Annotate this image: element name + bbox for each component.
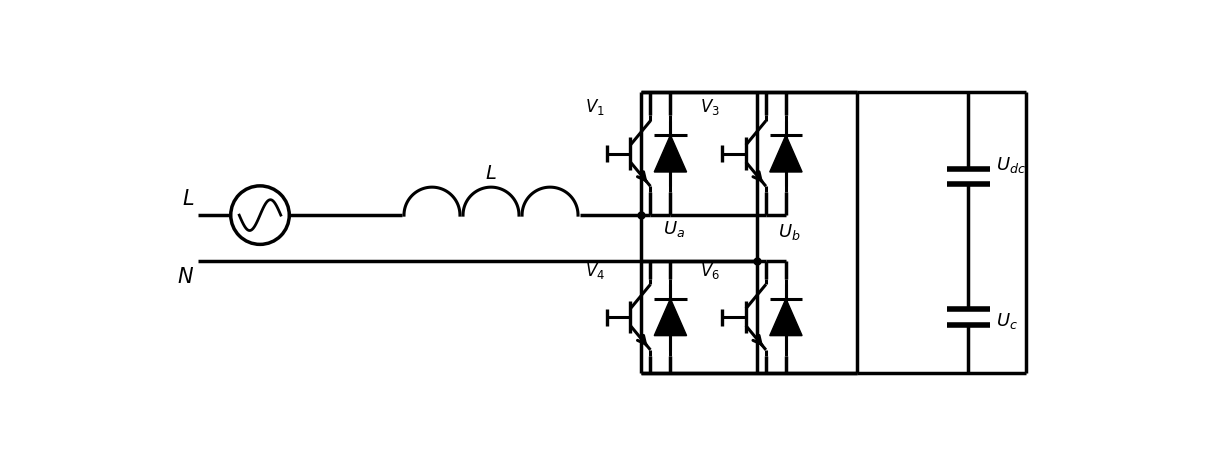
Polygon shape [770, 299, 802, 336]
Polygon shape [655, 299, 687, 336]
Text: $L$: $L$ [182, 189, 195, 209]
Text: $U_{dc}$: $U_{dc}$ [996, 155, 1026, 175]
Text: $V_4$: $V_4$ [585, 261, 605, 281]
Text: $U_a$: $U_a$ [662, 219, 684, 239]
Text: $N$: $N$ [177, 267, 195, 288]
Text: $U_c$: $U_c$ [996, 311, 1017, 331]
Text: $V_3$: $V_3$ [700, 97, 720, 117]
Polygon shape [655, 135, 687, 172]
Text: $U_b$: $U_b$ [778, 223, 800, 242]
Polygon shape [770, 135, 802, 172]
Text: $V_6$: $V_6$ [700, 261, 720, 281]
Text: $V_1$: $V_1$ [585, 97, 605, 117]
Text: $L$: $L$ [485, 164, 497, 183]
